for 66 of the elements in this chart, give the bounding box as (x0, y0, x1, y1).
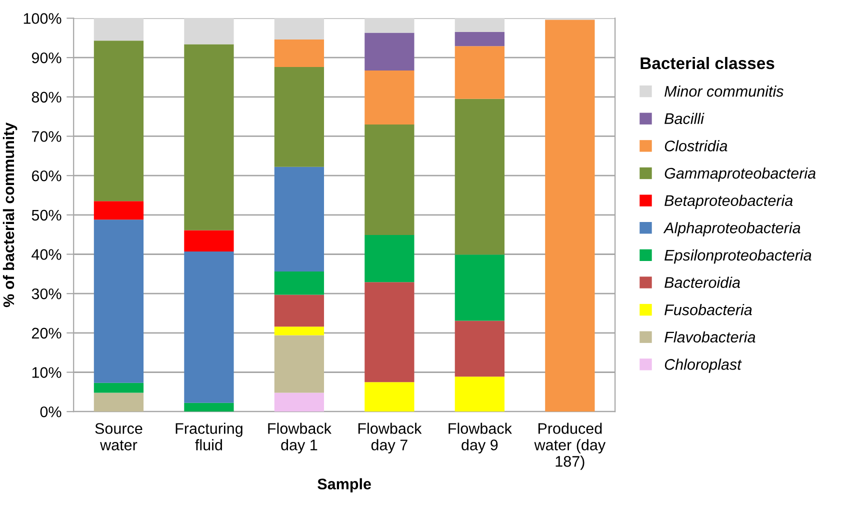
bar (184, 44, 234, 230)
bar (545, 20, 595, 412)
bar (274, 326, 324, 336)
legend-label: Fusobacteria (664, 304, 752, 316)
bar (94, 18, 144, 41)
legend-label: Epsilonproteobacteria (664, 249, 812, 264)
bar (94, 392, 144, 412)
bar (454, 32, 504, 46)
y-tick-label: 80% (32, 92, 62, 103)
bar (274, 392, 324, 412)
bar (184, 18, 234, 44)
bar (274, 335, 324, 393)
y-tick-label: 20% (32, 328, 62, 339)
legend-label: Clostridia (664, 140, 728, 152)
bar (364, 70, 414, 124)
bar (364, 18, 414, 33)
bar (94, 220, 144, 383)
legend-label: Bacteroidia (664, 276, 740, 288)
bar (454, 46, 504, 99)
bar (364, 382, 414, 412)
y-tick-label: 0% (40, 406, 62, 418)
legend-title: Bacterial classes (640, 56, 774, 70)
bar (364, 32, 414, 71)
bar (454, 254, 504, 321)
bar (274, 18, 324, 40)
legend-label: Bacilli (664, 112, 704, 124)
bar (454, 320, 504, 377)
bar (454, 98, 504, 255)
y-tick-label: 70% (32, 131, 62, 142)
legend-label: Betaproteobacteria (664, 194, 793, 210)
bar (364, 282, 414, 382)
y-tick-label: 10% (32, 367, 62, 378)
bar (274, 166, 324, 272)
bar (274, 67, 324, 167)
bar (364, 234, 414, 282)
x-tick-label: Flowback day 9 (448, 422, 512, 454)
legend-label: Chloroplast (664, 358, 742, 373)
bar (94, 40, 144, 202)
x-tick-label: Source water (95, 423, 142, 450)
legend-label: Minor communitis (664, 86, 784, 97)
x-tick-label: Fracturing fluid (176, 422, 242, 450)
x-axis-title: Sample (318, 478, 371, 492)
x-tick-label: Flowback day 1 (268, 422, 332, 454)
x-tick-label: Produced water (day 187) (534, 422, 606, 470)
y-tick-label: 100% (24, 13, 62, 24)
bar (94, 382, 144, 393)
bar (364, 124, 414, 235)
bar (184, 230, 234, 252)
bar (274, 272, 324, 295)
y-tick-label: 30% (32, 288, 62, 300)
bar (94, 201, 144, 220)
bar (454, 376, 504, 412)
x-tick-label: Flowback day 7 (358, 422, 422, 454)
bar (274, 39, 324, 68)
y-tick-label: 40% (32, 249, 62, 260)
legend-label: Alphaproteobacteria (663, 222, 800, 236)
bar (184, 402, 234, 412)
bar (454, 18, 504, 32)
legend-label: Gammaproteobacteria (664, 167, 816, 182)
legend-label: Flavobacteria (664, 331, 756, 343)
y-tick-label: 90% (32, 52, 62, 64)
y-tick-label: 50% (32, 210, 62, 221)
y-axis-title: % of bacterial community (2, 122, 18, 308)
bar (274, 294, 324, 327)
bar (184, 251, 234, 403)
y-tick-label: 60% (32, 170, 62, 182)
